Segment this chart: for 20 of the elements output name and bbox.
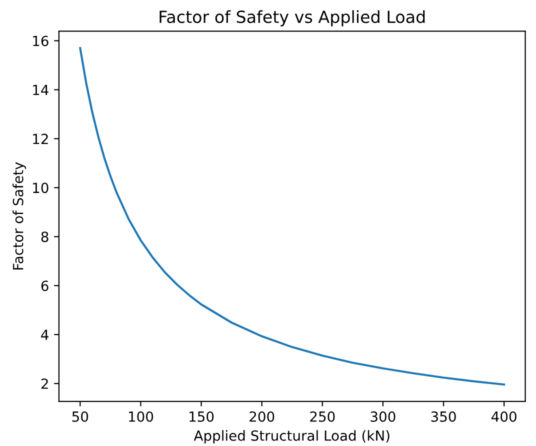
x-tick-label: 400 [492,411,516,422]
y-tick-label: 8 [41,232,48,242]
y-axis-title: Factor of Safety [12,162,26,270]
x-tick-label: 50 [72,411,88,422]
y-tick-label: 2 [41,378,48,389]
y-tick-label: 10 [33,182,48,194]
y-tick-label: 14 [33,84,48,96]
y-tick-label: 12 [33,134,48,144]
x-tick-label: 200 [250,411,274,422]
y-tick-label: 4 [41,330,48,340]
line-series [79,47,506,386]
x-axis-title: Applied Structural Load (kN) [194,430,390,444]
x-tick-label: 300 [370,411,396,422]
x-tick-label: 350 [431,411,456,422]
y-tick-label: 16 [33,36,48,46]
x-tick-label: 100 [128,411,154,422]
x-tick-label: 150 [190,411,214,422]
y-tick-label: 6 [41,280,48,292]
x-tick-label: 250 [310,411,335,422]
chart-title: Factor of Safety vs Applied Load [160,10,425,26]
